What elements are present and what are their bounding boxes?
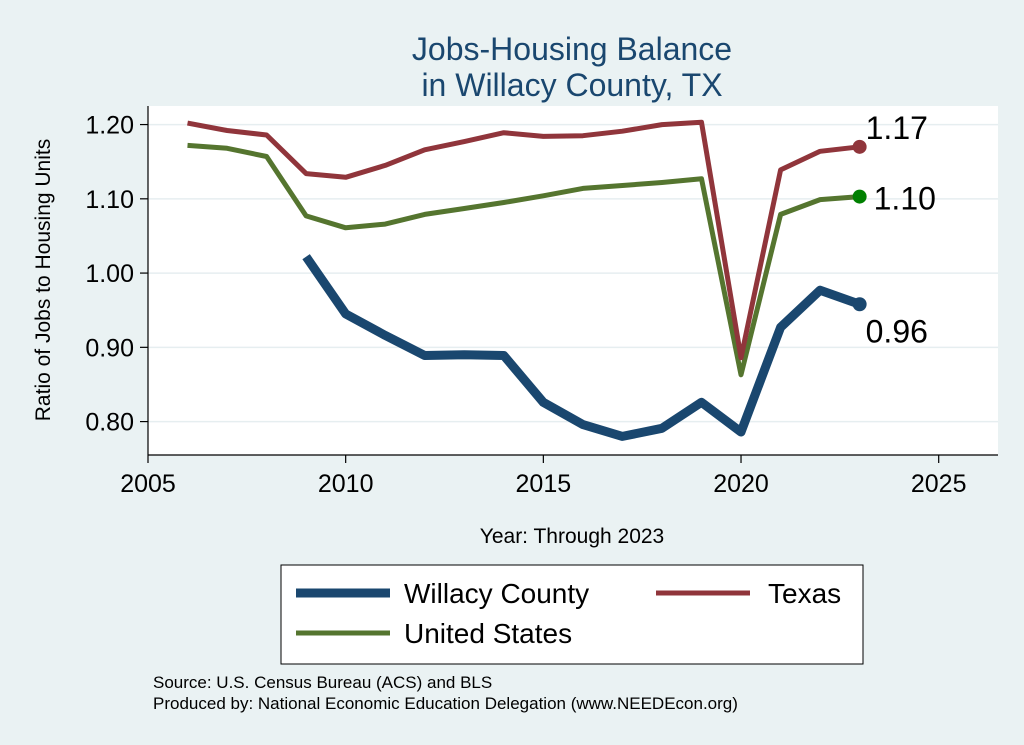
y-tick-label-3: 1.10 (85, 186, 134, 214)
end-label-texas: 1.17 (866, 110, 928, 146)
chart-title-line-2: in Willacy County, TX (421, 67, 722, 103)
x-tick-label-0: 2005 (120, 470, 176, 498)
x-tick-label-2: 2015 (516, 470, 572, 498)
y-ticks: 0.80 0.90 1.00 1.10 1.20 (85, 112, 148, 437)
x-axis-label: Year: Through 2023 (480, 525, 665, 548)
legend-label-united-states: United States (404, 618, 572, 649)
end-marker-texas (852, 139, 867, 154)
end-marker-united-states (852, 189, 867, 204)
y-tick-label-0: 0.80 (85, 409, 134, 437)
y-axis-label: Ratio of Jobs to Housing Units (32, 139, 55, 421)
x-tick-label-4: 2025 (911, 470, 967, 498)
x-tick-label-1: 2010 (318, 470, 374, 498)
x-tick-label-3: 2020 (713, 470, 769, 498)
chart-title-line-1: Jobs-Housing Balance (412, 31, 732, 67)
series-line-willacy-county (302, 254, 862, 441)
end-markers (852, 139, 867, 312)
series-line-united-states (187, 142, 860, 378)
source-note: Source: U.S. Census Bureau (ACS) and BLS (153, 673, 492, 692)
series-line-texas (187, 119, 860, 361)
legend-label-willacy-county: Willacy County (404, 578, 589, 609)
end-labels: 1.10 1.17 0.96 (866, 110, 936, 349)
end-label-willacy-county: 0.96 (866, 313, 928, 349)
y-tick-label-1: 0.90 (85, 334, 134, 362)
producer-note: Produced by: National Economic Education… (153, 694, 738, 713)
y-tick-label-2: 1.00 (85, 260, 134, 288)
legend: Willacy County Texas United States (280, 564, 864, 665)
series-lines (187, 119, 862, 441)
legend-box (280, 564, 864, 665)
y-tick-label-4: 1.20 (85, 112, 134, 140)
end-marker-willacy-county (852, 297, 867, 312)
plot-area (148, 106, 998, 455)
end-label-united-states: 1.10 (874, 181, 936, 217)
x-ticks: 2005 2010 2015 2020 2025 (120, 455, 967, 498)
legend-label-texas: Texas (768, 578, 841, 609)
